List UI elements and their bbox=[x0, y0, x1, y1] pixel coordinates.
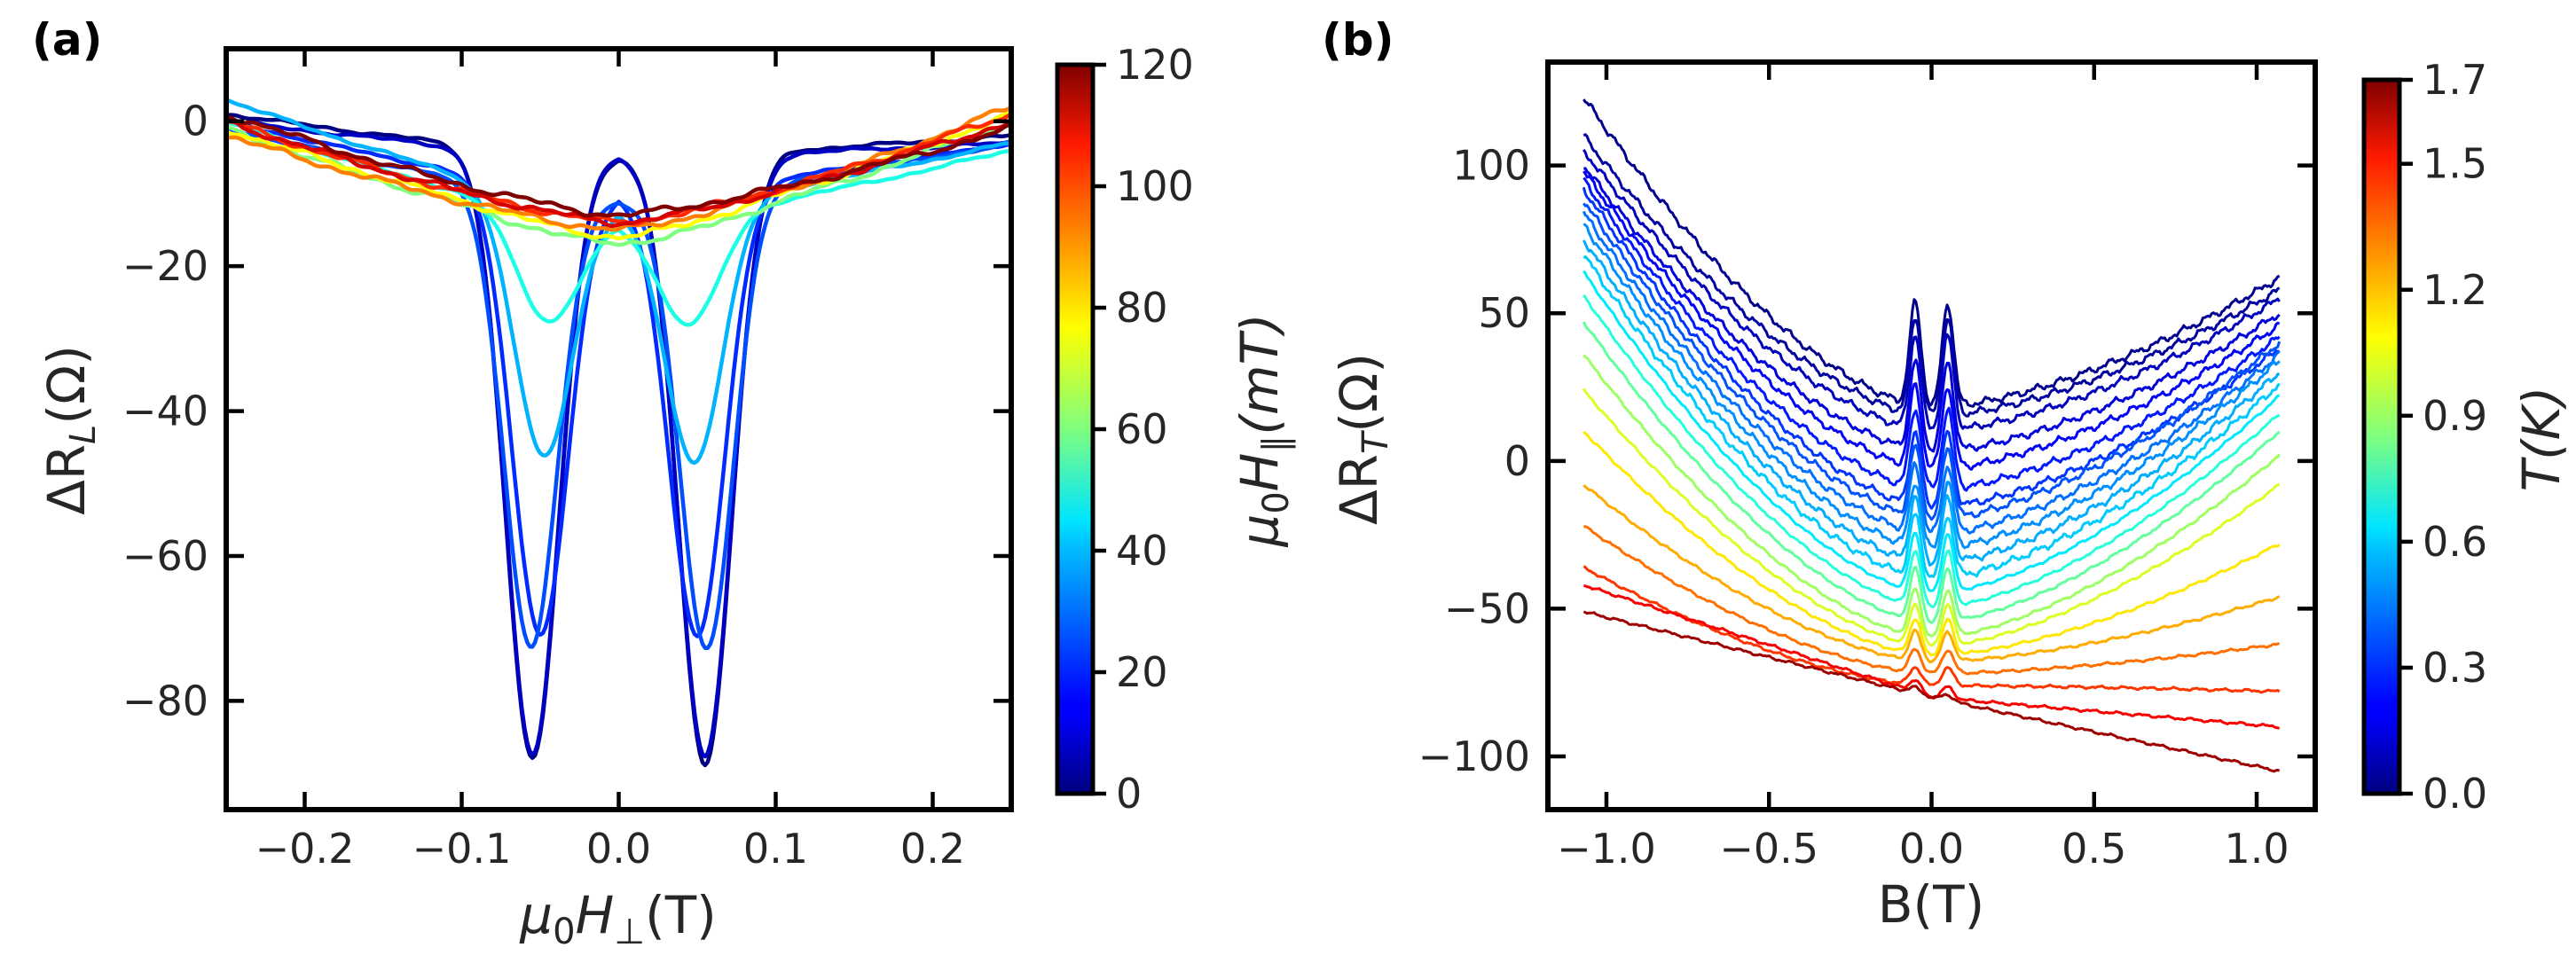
panel-a-colorbar-tick-label: 60 bbox=[1116, 405, 1168, 453]
panel-b-series-line bbox=[1583, 294, 2281, 608]
panel-a-series-line bbox=[226, 106, 1011, 232]
panel-b-series-line bbox=[1582, 239, 2280, 567]
panel-b-series-line bbox=[1583, 430, 2281, 657]
panel-a-xtick-label: −0.1 bbox=[412, 825, 512, 873]
panel-a-colorbar-tick-label: 40 bbox=[1116, 527, 1168, 575]
panel-a-colorbar-label: μ0H∥(mT) bbox=[1229, 313, 1297, 547]
panel-b-colorbar-tick-label: 0.3 bbox=[2423, 644, 2487, 692]
panel-b-colorbar-tick-label: 0.0 bbox=[2423, 770, 2487, 818]
panel-b-series-line bbox=[1582, 321, 2281, 624]
panel-b-colorbar-tick-label: 0.9 bbox=[2423, 392, 2487, 440]
panel-b-colorbar-tick-label: 1.7 bbox=[2423, 56, 2487, 104]
panel-b-series-line bbox=[1583, 202, 2281, 521]
panel-b-series-line bbox=[1583, 223, 2281, 550]
panel-b-series-line bbox=[1583, 176, 2281, 492]
panel-b-series-line bbox=[1583, 254, 2281, 578]
panel-b-series-line bbox=[1582, 210, 2281, 535]
panel-b-label: (b) bbox=[1322, 14, 1394, 66]
panel-a-series-line bbox=[226, 114, 1011, 218]
panel-a-xlabel: μ0H⊥(T) bbox=[519, 885, 717, 952]
panel-a-colorbar-ticks: 0 20 40 60 80 100 120 bbox=[1093, 41, 1194, 818]
panel-b-series-line bbox=[1582, 186, 2281, 510]
panel-b-series-line bbox=[1583, 270, 2280, 592]
panel-b-series-line bbox=[1583, 354, 2281, 638]
panel-a-colorbar-tick-label: 80 bbox=[1116, 284, 1168, 332]
panel-a-ytick-label: −80 bbox=[122, 677, 208, 724]
panel-a-ytick-label: −40 bbox=[122, 388, 208, 435]
panel-a-series-group bbox=[226, 98, 1011, 768]
panel-b-colorbar-tick-label: 1.5 bbox=[2423, 140, 2487, 188]
panel-b-ytick-label: 50 bbox=[1478, 289, 1530, 337]
panel-b-xtick-label: −0.5 bbox=[1719, 825, 1818, 873]
panel-b-ytick-label: −100 bbox=[1418, 732, 1530, 780]
panel-a-label: (a) bbox=[32, 14, 102, 66]
panel-a-ylabel: ΔRL(Ω) bbox=[36, 345, 104, 515]
panel-b-series-group bbox=[1582, 98, 2281, 773]
panel-a-colorbar-tick-label: 20 bbox=[1116, 648, 1168, 696]
panel-b-series-line bbox=[1583, 170, 2281, 471]
panel-b-series-line bbox=[1583, 565, 2281, 694]
panel-b-ytick-label: −50 bbox=[1444, 584, 1530, 632]
panel-a-series-line bbox=[226, 126, 1011, 650]
panel-a-xtick-label: 0.2 bbox=[900, 825, 965, 873]
panel-a-colorbar-tick-label: 120 bbox=[1116, 41, 1194, 89]
panel-a-ytick-label: −20 bbox=[122, 242, 208, 290]
panel-b-ytick-label: 0 bbox=[1504, 437, 1530, 485]
panel-b-ytick-label: 100 bbox=[1452, 142, 1530, 190]
panel-b-colorbar-label: T(K) bbox=[2511, 387, 2572, 492]
panel-a-colorbar-tick-label: 100 bbox=[1116, 162, 1194, 210]
panel-b-xtick-label: −1.0 bbox=[1557, 825, 1656, 873]
panel-b-colorbar-tick-label: 1.2 bbox=[2423, 266, 2487, 314]
panel-b-series-line bbox=[1583, 610, 2281, 773]
panel-a-series-line bbox=[226, 122, 1011, 247]
panel-b-xtick-label: 0.5 bbox=[2062, 825, 2126, 873]
panel-b-ylabel: ΔRT(Ω) bbox=[1329, 353, 1396, 525]
panel-a-ytick-label: 0 bbox=[183, 98, 208, 145]
panel-b-ticks: −1.0 −0.5 0.0 0.5 1.0 100 50 0 −50 −100 bbox=[1418, 62, 2315, 873]
panel-b-xtick-label: 0.0 bbox=[1899, 825, 1964, 873]
panel-b-xtick-label: 1.0 bbox=[2224, 825, 2289, 873]
panel-b-series-line bbox=[1583, 149, 2281, 430]
panel-b-xlabel: B(T) bbox=[1878, 874, 1984, 935]
panel-a-ticks: −0.2 −0.1 0.0 0.1 0.2 0 −20 −40 −60 −80 bbox=[122, 49, 1011, 873]
panel-b-series-line bbox=[1583, 167, 2281, 453]
panel-b-series-line bbox=[1583, 98, 2281, 408]
panel-a-xtick-label: 0.0 bbox=[586, 825, 651, 873]
panel-a-colorbar-tick-label: 0 bbox=[1116, 770, 1142, 818]
panel-b-colorbar bbox=[2364, 80, 2399, 794]
panel-b-series-line bbox=[1583, 484, 2281, 664]
panel-a-colorbar bbox=[1057, 65, 1093, 794]
panel-a-xtick-label: 0.1 bbox=[743, 825, 808, 873]
panel-a-ytick-label: −60 bbox=[122, 532, 208, 580]
panel-a-series-line bbox=[226, 117, 1011, 638]
panel-b-colorbar-ticks: 0.0 0.3 0.6 0.9 1.2 1.5 1.7 bbox=[2399, 56, 2487, 818]
panel-a-xtick-label: −0.2 bbox=[255, 825, 355, 873]
panel-b-colorbar-frame bbox=[2361, 77, 2402, 796]
panel-a-series-line bbox=[226, 120, 1011, 759]
panel-a-series-line bbox=[226, 112, 1011, 226]
panel-b-series-line bbox=[1583, 388, 2281, 647]
panel-b-colorbar-tick-label: 0.6 bbox=[2423, 518, 2487, 566]
panel-b-series-line bbox=[1583, 133, 2281, 418]
panel-b-series-line bbox=[1583, 525, 2280, 676]
